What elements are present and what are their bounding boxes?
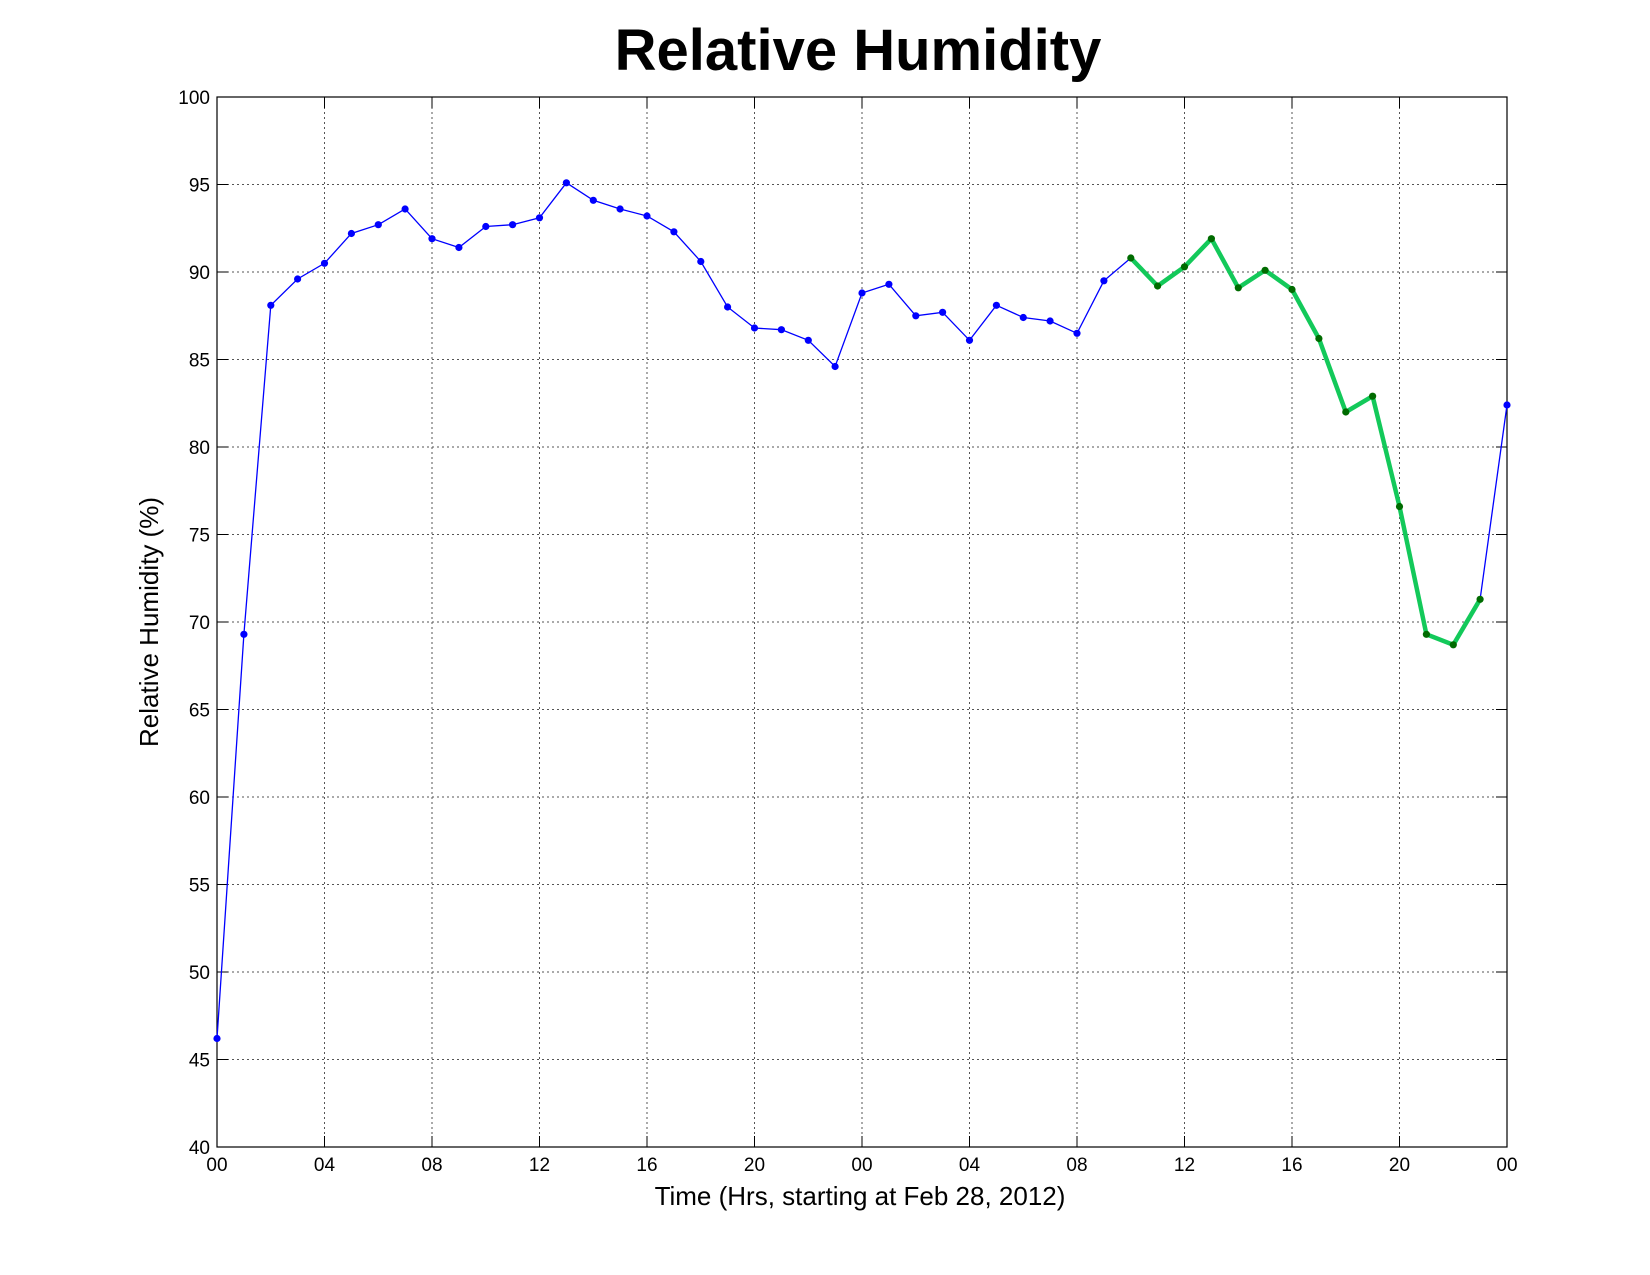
x-tick-label: 00 bbox=[1496, 1155, 1517, 1176]
data-point bbox=[697, 257, 705, 266]
grid bbox=[217, 97, 1507, 1147]
x-tick-label: 12 bbox=[529, 1155, 550, 1176]
data-point bbox=[294, 275, 302, 283]
data-point bbox=[1100, 277, 1108, 285]
y-tick-label: 55 bbox=[189, 876, 210, 897]
x-tick-label: 16 bbox=[636, 1155, 657, 1176]
y-tick-label: 50 bbox=[189, 963, 210, 984]
highlight-data-point bbox=[1234, 284, 1242, 292]
x-tick-label: 04 bbox=[314, 1155, 336, 1176]
y-tick-label: 75 bbox=[189, 526, 210, 547]
data-point bbox=[401, 205, 409, 213]
data-point bbox=[1046, 317, 1054, 325]
data-point bbox=[965, 336, 974, 344]
highlight-data-point bbox=[1207, 235, 1215, 243]
highlight-data-point bbox=[1422, 630, 1430, 638]
data-point bbox=[992, 301, 1001, 309]
y-axis-label: Relative Humidity (%) bbox=[134, 497, 164, 747]
data-point bbox=[320, 259, 329, 267]
y-tick-label: 65 bbox=[189, 701, 210, 722]
data-point bbox=[643, 212, 651, 220]
data-point bbox=[1019, 313, 1027, 322]
y-tick-label: 95 bbox=[189, 176, 210, 197]
y-tick-label: 40 bbox=[189, 1138, 210, 1159]
highlight-data-point bbox=[1288, 285, 1296, 294]
x-tick-label: 20 bbox=[744, 1155, 765, 1176]
chart-title: Relative Humidity bbox=[615, 18, 1102, 83]
data-point bbox=[1073, 329, 1081, 337]
data-point bbox=[374, 221, 382, 229]
data-point bbox=[1503, 401, 1511, 409]
data-point bbox=[750, 324, 759, 332]
y-tick-label: 80 bbox=[189, 438, 210, 459]
data-point bbox=[508, 221, 517, 229]
highlight-data-point bbox=[1261, 266, 1269, 274]
highlight-data-point bbox=[1127, 254, 1135, 262]
x-tick-label: 08 bbox=[421, 1155, 442, 1176]
x-tick-label: 20 bbox=[1389, 1155, 1410, 1176]
highlight-data-point bbox=[1369, 392, 1377, 400]
y-tick-label: 70 bbox=[189, 613, 210, 634]
data-point bbox=[939, 308, 947, 316]
data-point bbox=[482, 222, 490, 231]
data-point bbox=[912, 312, 920, 320]
data-point bbox=[213, 1034, 221, 1043]
x-tick-label: 00 bbox=[206, 1155, 227, 1176]
y-tick-label: 100 bbox=[178, 88, 210, 109]
data-point bbox=[670, 228, 678, 236]
x-tick-label: 12 bbox=[1174, 1155, 1195, 1176]
data-point bbox=[535, 214, 544, 222]
highlight-series-line bbox=[1129, 236, 1483, 648]
highlight-data-point bbox=[1476, 595, 1484, 603]
data-point bbox=[428, 235, 436, 243]
data-point bbox=[347, 229, 355, 238]
x-tick-label: 16 bbox=[1281, 1155, 1302, 1176]
data-point bbox=[724, 303, 732, 311]
highlight-data-point bbox=[1395, 502, 1404, 511]
data-point bbox=[562, 179, 571, 187]
y-tick-label: 90 bbox=[189, 263, 210, 284]
highlight-data-point bbox=[1315, 334, 1323, 343]
data-point bbox=[267, 301, 275, 309]
y-tick-label: 60 bbox=[189, 788, 210, 809]
data-point bbox=[616, 205, 624, 213]
x-tick-label: 08 bbox=[1066, 1155, 1087, 1176]
data-point bbox=[240, 630, 248, 638]
highlight-data-point bbox=[1154, 282, 1162, 290]
x-tick-label: 00 bbox=[851, 1155, 872, 1176]
y-tick-label: 85 bbox=[189, 351, 210, 372]
axis-ticks: 40 45 50 55 60 65 70 75 80 85 90 95 100 00 04 08 12 16 20 0… bbox=[178, 88, 1517, 1176]
x-axis-label: Time (Hrs, starting at Feb 28, 2012) bbox=[655, 1181, 1066, 1211]
series-layer bbox=[213, 179, 1511, 1043]
highlight-data-point bbox=[1180, 263, 1189, 271]
data-point bbox=[858, 289, 866, 297]
series-line bbox=[216, 181, 1508, 1039]
data-point bbox=[777, 326, 786, 334]
data-point bbox=[589, 196, 597, 204]
data-point bbox=[455, 243, 463, 252]
highlight-data-point bbox=[1342, 408, 1350, 416]
x-tick-label: 04 bbox=[959, 1155, 981, 1176]
data-point bbox=[831, 362, 839, 371]
y-tick-label: 45 bbox=[189, 1051, 210, 1072]
data-point bbox=[804, 336, 812, 344]
highlight-data-point bbox=[1449, 641, 1457, 649]
data-point bbox=[885, 280, 893, 288]
